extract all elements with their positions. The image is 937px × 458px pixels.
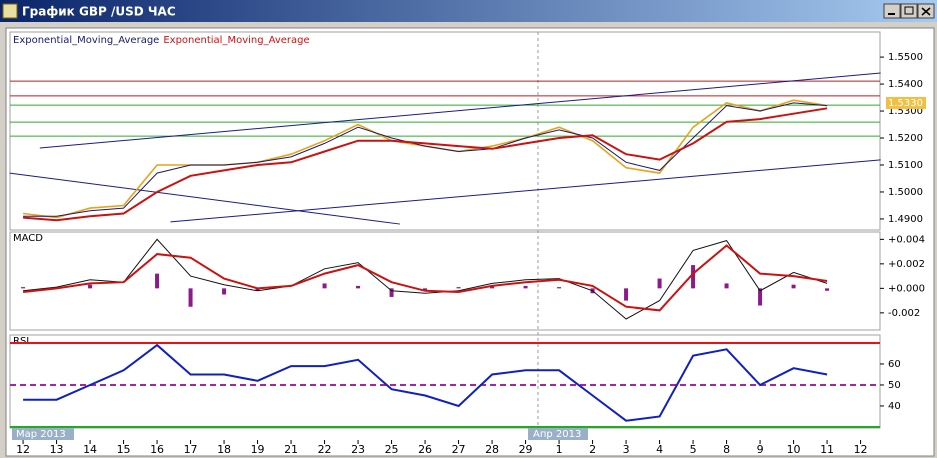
histogram-bar	[724, 283, 729, 289]
series-line	[22, 244, 828, 312]
maximize-button[interactable]	[900, 3, 918, 19]
histogram-bar	[322, 283, 327, 289]
legend-entry: Exponential_Moving_Average	[163, 35, 309, 46]
period-label-bg	[12, 427, 74, 440]
histogram-bar	[691, 265, 696, 289]
x-tick-label: 12	[854, 443, 868, 456]
histogram-bar	[188, 288, 193, 307]
histogram-bar	[657, 278, 662, 289]
x-tick-label: 29	[519, 443, 533, 456]
minimize-button[interactable]	[883, 3, 901, 19]
x-tick-label: 22	[318, 443, 332, 456]
y-tick-label: 60	[888, 359, 901, 370]
y-tick-label: +0.000	[888, 283, 925, 294]
y-tick-label: 1.5200	[888, 133, 923, 144]
x-tick-label: 10	[787, 443, 801, 456]
close-glyph	[921, 7, 931, 16]
histogram-bar	[624, 288, 629, 301]
series-line	[23, 102, 828, 217]
x-tick-label: 18	[217, 443, 231, 456]
x-tick-label: 14	[83, 443, 97, 456]
series-line	[23, 343, 828, 422]
period-label: Мар 2013	[16, 429, 66, 440]
x-tick-label: 21	[284, 443, 298, 456]
y-tick-label: 1.4900	[888, 214, 923, 225]
histogram-bar	[356, 285, 361, 289]
x-tick-label: 8	[723, 443, 730, 456]
rsi-panel	[9, 334, 881, 429]
x-tick-label: 15	[117, 443, 131, 456]
x-tick-label: 4	[656, 443, 663, 456]
histogram-bar	[456, 287, 461, 289]
chart-area	[5, 27, 935, 457]
trend-line	[39, 72, 881, 149]
window-buttons[interactable]	[883, 3, 935, 19]
x-tick-label: 2	[589, 443, 596, 456]
histogram-bar	[825, 288, 830, 291]
histogram-bar	[155, 273, 160, 289]
series-line	[23, 238, 828, 320]
histogram-bar	[423, 288, 428, 291]
x-tick-label: 28	[485, 443, 499, 456]
x-tick-label: 25	[385, 443, 399, 456]
x-tick-label: 12	[16, 443, 30, 456]
histogram-bar	[222, 288, 227, 295]
y-tick-label: 1.5400	[888, 79, 923, 90]
window-icon	[2, 3, 18, 19]
period-label-bg	[528, 427, 588, 440]
y-tick-label: 1.5000	[888, 187, 923, 198]
x-tick-label: 17	[184, 443, 198, 456]
x-tick-label: 3	[623, 443, 630, 456]
histogram-bar	[88, 284, 93, 289]
last-price-label: 1.5330	[888, 98, 923, 109]
title-bar	[0, 0, 937, 22]
x-tick-label: 27	[452, 443, 466, 456]
legend-entry: Exponential_Moving_Average	[13, 35, 159, 46]
y-tick-label: 50	[888, 380, 901, 391]
y-tick-label: +0.004	[888, 234, 925, 245]
panel-title: RSI	[13, 336, 29, 347]
histogram-bar	[490, 285, 495, 289]
x-tick-label: 5	[690, 443, 697, 456]
maximize-glyph	[904, 6, 914, 15]
histogram-bar	[21, 287, 26, 289]
trend-line	[170, 159, 881, 223]
histogram-bar	[791, 284, 796, 289]
y-tick-label: 1.5100	[888, 160, 923, 171]
last-price-bg	[886, 96, 926, 109]
histogram-bar	[255, 288, 260, 291]
series-line	[23, 107, 828, 222]
histogram-bar	[557, 287, 562, 289]
y-tick-label: 1.5300	[888, 106, 923, 117]
y-tick-label: -0.002	[888, 308, 920, 319]
x-tick-label: 1	[556, 443, 563, 456]
y-tick-label: 40	[888, 401, 901, 412]
x-tick-label: 26	[418, 443, 432, 456]
window-title: График GBP /USD ЧАС	[22, 5, 176, 19]
x-tick-label: 16	[150, 443, 164, 456]
x-tick-label: 13	[50, 443, 64, 456]
histogram-bar	[523, 285, 528, 289]
histogram-bar	[389, 288, 394, 297]
x-tick-label: 11	[820, 443, 834, 456]
period-label: Апр 2013	[533, 429, 581, 440]
trend-line	[9, 172, 401, 225]
panel-title: MACD	[13, 233, 43, 244]
y-tick-label: 1.5500	[888, 52, 923, 63]
x-tick-label: 23	[351, 443, 365, 456]
x-tick-label: 9	[757, 443, 764, 456]
y-tick-label: +0.002	[888, 259, 925, 270]
macd-panel	[9, 231, 881, 331]
histogram-bar	[758, 288, 763, 306]
x-tick-label: 19	[251, 443, 265, 456]
main-panel	[9, 31, 881, 231]
